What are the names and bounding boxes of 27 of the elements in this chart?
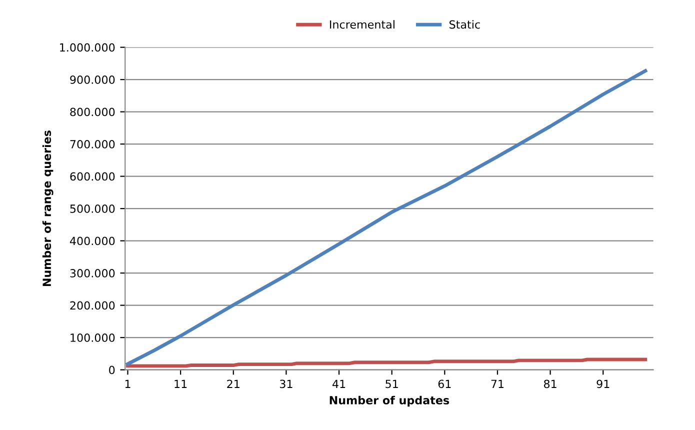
y-tick-label: 700.000	[70, 140, 115, 148]
x-tick-label: 21	[227, 380, 240, 388]
x-tick-label: 11	[174, 380, 187, 388]
y-tick-label: 800.000	[70, 108, 115, 116]
x-tick-label: 91	[596, 380, 610, 388]
x-tick-label: 1	[125, 380, 130, 388]
x-tick-label: 31	[280, 380, 292, 388]
y-tick-label: 0	[109, 366, 115, 374]
line-series	[126, 69, 648, 366]
y-axis-title: Number of range queries	[42, 130, 54, 286]
y-tick-label: 400.000	[70, 236, 115, 246]
x-tick-label: 51	[386, 380, 398, 388]
y-tick-label: 200.000	[70, 301, 115, 310]
y-tick-label: 500.000	[70, 204, 115, 213]
y-tick-label: 1.000.000	[60, 43, 115, 52]
line-series	[126, 358, 648, 368]
legend-label: Incremental	[330, 20, 394, 29]
legend-label: Static	[450, 20, 480, 29]
y-tick-label: 300.000	[70, 269, 115, 278]
y-tick-label: 100.000	[70, 334, 115, 342]
y-tick-label: 900.000	[70, 76, 115, 84]
x-tick-label: 81	[544, 380, 556, 388]
x-tick-label: 61	[438, 380, 451, 388]
y-tick-label: 600.000	[70, 172, 115, 181]
x-tick-label: 71	[491, 380, 504, 388]
x-axis-title: Number of updates	[330, 396, 450, 407]
x-tick-label: 41	[332, 380, 346, 388]
